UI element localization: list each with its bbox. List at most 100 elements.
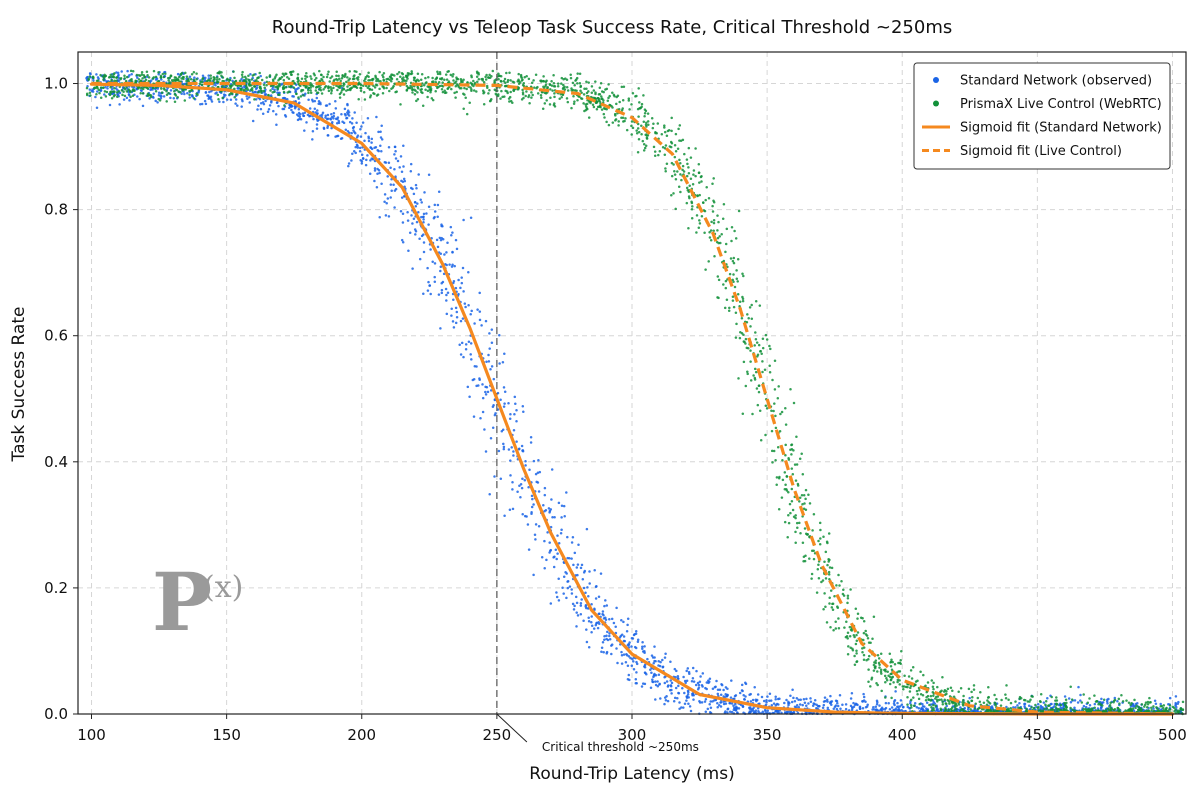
data-point — [277, 104, 280, 108]
data-point — [206, 94, 209, 97]
data-point — [246, 97, 249, 100]
data-point — [367, 79, 370, 82]
data-point — [339, 91, 343, 94]
data-point — [527, 485, 530, 489]
data-point — [663, 153, 667, 156]
data-point — [542, 85, 545, 88]
data-point — [175, 88, 179, 92]
data-point — [472, 79, 475, 83]
data-point — [594, 101, 598, 105]
data-point — [566, 100, 570, 104]
data-point — [538, 470, 542, 474]
data-point — [889, 661, 892, 664]
data-point — [553, 516, 556, 519]
data-point — [188, 75, 192, 79]
data-point — [426, 89, 430, 93]
data-point — [716, 706, 719, 709]
data-point — [595, 584, 598, 588]
data-point — [292, 111, 295, 114]
data-point — [543, 539, 546, 543]
data-point — [718, 688, 722, 692]
data-point — [488, 347, 491, 350]
data-point — [791, 508, 795, 512]
data-point — [716, 214, 719, 217]
data-point — [744, 681, 747, 684]
data-point — [803, 527, 807, 530]
data-point — [401, 221, 405, 224]
data-point — [862, 658, 866, 662]
data-point — [641, 139, 645, 143]
data-point — [335, 70, 338, 74]
data-point — [1000, 698, 1003, 702]
data-point — [459, 319, 463, 323]
data-point — [266, 110, 270, 114]
data-point — [655, 132, 658, 135]
data-point — [553, 85, 557, 88]
data-point — [515, 440, 518, 443]
data-point — [623, 119, 626, 123]
data-point — [336, 116, 340, 119]
data-point — [113, 72, 116, 75]
data-point — [708, 680, 711, 684]
data-point — [704, 686, 707, 690]
data-point — [848, 634, 852, 638]
data-point — [877, 657, 881, 660]
data-point — [686, 667, 690, 670]
data-point — [656, 122, 660, 125]
data-point — [903, 674, 906, 677]
data-point — [348, 120, 352, 124]
data-point — [376, 148, 379, 152]
data-point — [576, 82, 579, 85]
data-point — [1039, 704, 1043, 708]
data-point — [724, 702, 728, 705]
data-point — [531, 497, 534, 501]
data-point — [517, 72, 520, 76]
data-point — [756, 403, 760, 407]
data-point — [588, 582, 591, 585]
data-point — [113, 90, 116, 93]
data-point — [777, 385, 780, 388]
data-point — [569, 73, 572, 76]
data-point — [991, 706, 994, 710]
data-point — [835, 584, 838, 587]
data-point — [940, 698, 943, 701]
data-point — [378, 70, 381, 74]
data-point — [676, 696, 679, 700]
data-point — [493, 79, 496, 82]
data-point — [957, 690, 960, 693]
data-point — [198, 82, 202, 86]
data-point — [601, 640, 605, 644]
data-point — [400, 170, 404, 174]
data-point — [916, 692, 919, 696]
data-point — [681, 138, 685, 142]
data-point — [382, 72, 386, 75]
data-point — [932, 681, 935, 685]
data-point — [350, 122, 354, 125]
data-point — [1069, 685, 1072, 688]
data-point — [1154, 702, 1158, 705]
data-point — [579, 602, 583, 605]
data-point — [906, 703, 909, 706]
data-point — [712, 229, 715, 232]
data-point — [633, 633, 636, 636]
data-point — [770, 409, 773, 412]
data-point — [403, 179, 407, 183]
data-point — [752, 710, 755, 713]
data-point — [1064, 698, 1068, 702]
data-point — [370, 141, 373, 144]
data-point — [103, 93, 106, 96]
data-point — [594, 80, 597, 83]
data-point — [487, 360, 491, 363]
data-point — [122, 98, 126, 101]
data-point — [624, 660, 628, 664]
data-point — [766, 695, 769, 698]
data-point — [434, 81, 438, 84]
data-point — [551, 516, 554, 519]
data-point — [832, 707, 836, 711]
data-point — [576, 98, 579, 102]
data-point — [774, 695, 777, 699]
data-point — [602, 112, 606, 116]
data-point — [890, 668, 894, 672]
data-point — [539, 93, 543, 97]
data-point — [524, 460, 527, 463]
